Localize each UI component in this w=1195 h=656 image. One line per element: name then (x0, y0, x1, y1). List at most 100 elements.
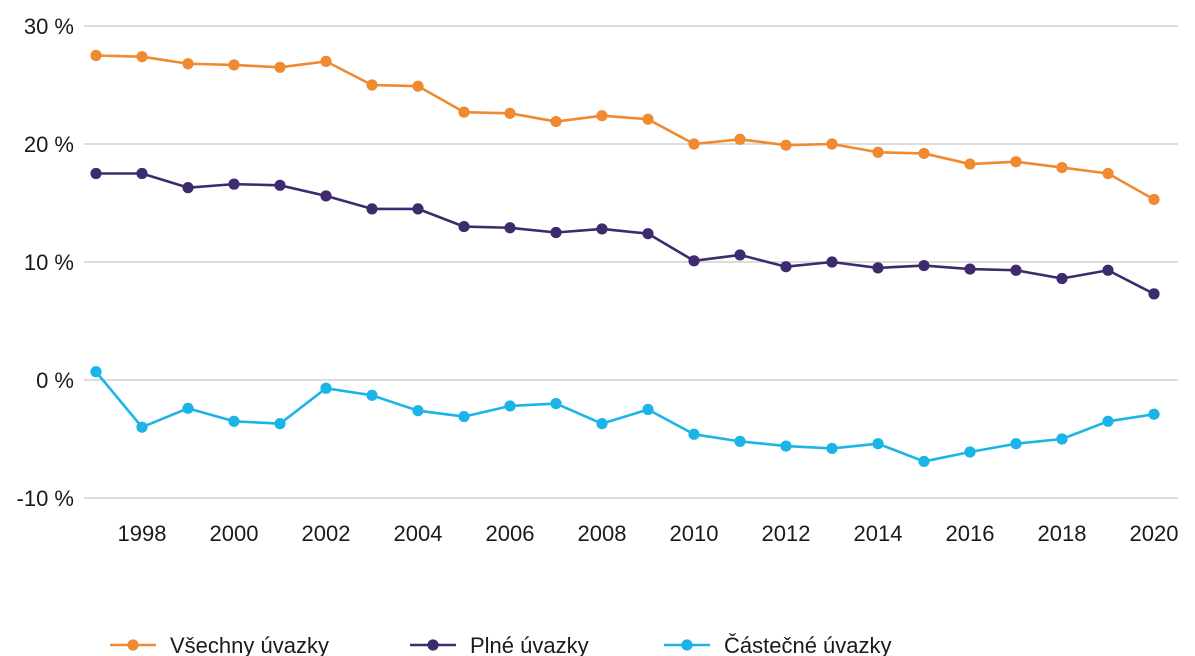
y-axis-tick-labels: 30 % 20 % 10 % 0 % -10 % (17, 14, 74, 511)
x-tick-label: 2008 (578, 521, 627, 546)
series-0 (90, 49, 1160, 206)
data-point (964, 446, 976, 458)
x-tick-label: 2012 (762, 521, 811, 546)
data-point (642, 113, 654, 125)
gridlines (84, 25, 1178, 499)
data-point (228, 59, 240, 71)
data-point (136, 421, 148, 433)
y-tick-label: 0 % (36, 368, 74, 393)
data-point (734, 435, 746, 447)
data-point (1148, 408, 1160, 420)
data-point (918, 455, 930, 468)
data-point (1102, 167, 1114, 180)
x-tick-label: 2018 (1038, 521, 1087, 546)
data-point (826, 138, 838, 150)
legend-item-0: Všechny úvazky (110, 633, 329, 656)
data-point (642, 228, 654, 240)
y-tick-label: 10 % (24, 250, 74, 275)
data-point (274, 418, 286, 430)
x-tick-label: 1998 (118, 521, 167, 546)
data-point (734, 133, 746, 145)
x-tick-label: 2010 (670, 521, 719, 546)
series-line (94, 370, 1155, 463)
data-point (918, 147, 930, 160)
data-point (458, 221, 470, 233)
x-tick-label: 2014 (854, 521, 903, 546)
data-point (596, 418, 608, 430)
data-point (872, 146, 884, 158)
data-point (1056, 272, 1068, 285)
data-point (366, 203, 378, 215)
data-point (550, 115, 562, 128)
x-tick-label: 2000 (210, 521, 259, 546)
data-point (734, 249, 746, 261)
data-point (918, 259, 930, 272)
data-point (1056, 433, 1068, 445)
x-tick-label: 2006 (486, 521, 535, 546)
data-point (90, 167, 102, 180)
data-point (182, 58, 194, 70)
series-layer (90, 49, 1160, 468)
series-1 (90, 167, 1160, 300)
legend-swatch-marker (681, 639, 693, 651)
data-point (596, 110, 608, 122)
legend-label: Částečné úvazky (724, 633, 892, 656)
series-2 (90, 366, 1160, 468)
data-point (964, 263, 976, 275)
series-line (96, 172, 1155, 296)
data-point (504, 107, 516, 119)
x-tick-label: 2004 (394, 521, 443, 546)
data-point (826, 442, 838, 455)
data-point (1010, 156, 1022, 168)
data-point (550, 226, 562, 239)
data-point (136, 51, 148, 63)
data-point (1148, 288, 1160, 300)
y-tick-label: 20 % (24, 132, 74, 157)
data-point (320, 190, 332, 202)
data-point (1102, 264, 1114, 276)
data-point (780, 139, 792, 151)
x-axis-tick-labels: 1998 2000 2002 2004 2006 2008 2010 2012 2014 2016… (118, 521, 1179, 546)
data-point (964, 158, 976, 170)
data-point (458, 106, 470, 118)
data-point (688, 255, 700, 267)
data-point (1102, 415, 1114, 427)
data-point (366, 389, 378, 401)
legend-swatch-marker (427, 639, 439, 651)
data-point (412, 405, 424, 417)
data-point (688, 428, 700, 440)
legend-label: Plné úvazky (470, 633, 589, 656)
data-point (1148, 193, 1160, 206)
legend: Všechny úvazky Plné úvazky Částečné úvazky (110, 633, 892, 656)
legend-label: Všechny úvazky (170, 633, 329, 656)
data-point (182, 402, 194, 414)
data-point (136, 167, 148, 180)
data-point (228, 178, 240, 190)
y-tick-label: -10 % (17, 486, 74, 511)
data-point (182, 182, 194, 194)
data-point (872, 438, 884, 450)
data-point (458, 410, 470, 423)
data-point (826, 256, 838, 268)
data-point (1056, 162, 1068, 174)
data-point (872, 262, 884, 274)
x-tick-label: 2002 (302, 521, 351, 546)
data-point (504, 400, 516, 412)
data-point (1010, 438, 1022, 450)
data-point (320, 382, 332, 394)
data-point (780, 440, 792, 452)
data-point (412, 203, 424, 215)
data-point (1010, 264, 1022, 276)
legend-item-1: Plné úvazky (410, 633, 589, 656)
data-point (274, 179, 286, 191)
data-point (550, 398, 562, 410)
data-point (688, 138, 700, 150)
data-point (596, 223, 608, 235)
data-point (228, 415, 240, 427)
y-tick-label: 30 % (24, 14, 74, 39)
legend-item-2: Částečné úvazky (664, 633, 892, 656)
data-point (366, 79, 378, 91)
series-line (95, 54, 1155, 201)
data-point (412, 80, 424, 92)
